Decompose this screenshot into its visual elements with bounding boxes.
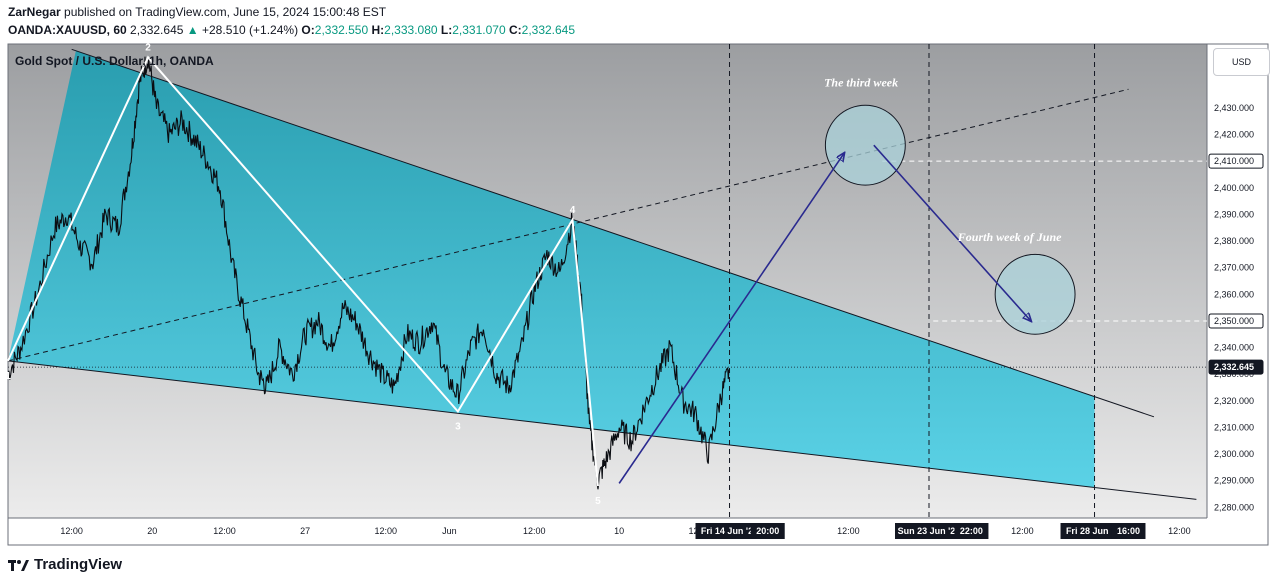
elliott-wave-line (7, 55, 599, 487)
y-tick-label: 2,340.000 (1214, 343, 1254, 353)
date-marker-box (1111, 523, 1146, 539)
y-tick-label: 2,360.000 (1214, 289, 1254, 299)
x-tick-label: 27 (300, 526, 310, 536)
publish-text: published on TradingView.com, June 15, 2… (64, 5, 387, 19)
currency-selector[interactable]: USD (1213, 48, 1270, 76)
wedge-upper-line (71, 48, 1155, 418)
x-tick-label: 12:00 (837, 526, 860, 536)
y-tick-label: 2,420.000 (1214, 130, 1254, 140)
price-label-box (1208, 313, 1264, 329)
price-label-box (1208, 359, 1264, 375)
y-tick-label: 2,400.000 (1214, 183, 1254, 193)
date-marker-box (695, 523, 764, 539)
price-axis-area (1207, 44, 1268, 518)
y-tick-label: 2,370.000 (1214, 263, 1254, 273)
wave-label-5: 5 (595, 496, 601, 507)
tradingview-logo-icon (8, 558, 30, 572)
wave-label-2: 2 (145, 42, 151, 53)
price-label-text: 2,332.645 (1214, 362, 1254, 372)
price-series (7, 56, 731, 490)
annotation-2: Fourth week of June (957, 230, 1062, 244)
high-label: H: (371, 23, 385, 37)
price-chart[interactable]: 1 2 3 4 5 The third week Fourth week of June Go… (0, 40, 1275, 546)
high-value: 2,333.080 (384, 23, 438, 37)
x-axis-marker-label: Fri 28 Jun '24 (1066, 526, 1123, 536)
x-tick-label: 20 (147, 526, 157, 536)
author-name: ZarNegar (8, 5, 61, 19)
y-tick-label: 2,430.000 (1214, 103, 1254, 113)
price-label-text: 2,410.000 (1214, 156, 1254, 166)
date-marker-box (954, 523, 989, 539)
open-label: O: (301, 23, 315, 37)
x-axis-marker-label: Fri 14 Jun '24 (701, 526, 758, 536)
tradingview-footer: TradingView (8, 556, 122, 573)
close-value: 2,332.645 (521, 23, 576, 37)
low-value: 2,331.070 (452, 23, 506, 37)
date-marker-box (750, 523, 785, 539)
y-tick-label: 2,390.000 (1214, 209, 1254, 219)
target-circle-1 (824, 104, 906, 186)
y-tick-label: 2,320.000 (1214, 396, 1254, 406)
low-label: L: (440, 23, 453, 37)
x-tick-label: 12:00 (60, 526, 83, 536)
x-axis-marker-label: Sun 23 Jun '24 (898, 526, 961, 536)
ohlc-line: OANDA:XAUUSD, 60 2,332.645 ▲ +28.510 (+1… (8, 23, 575, 37)
wedge-fill (8, 50, 1095, 488)
wedge-lower-line (7, 360, 1197, 500)
projection-arrow-2 (873, 144, 1031, 321)
last-price: 2,332.645 (130, 23, 184, 37)
date-marker-box (895, 523, 964, 539)
chart-title: Gold Spot / U.S. Dollar, 1h, OANDA (15, 54, 214, 68)
brand-name: TradingView (34, 556, 123, 573)
projection-arrow-1 (618, 153, 844, 484)
y-tick-label: 2,280.000 (1214, 502, 1254, 512)
y-tick-label: 2,290.000 (1214, 476, 1254, 486)
x-tick-label: 12:00 (1168, 526, 1191, 536)
y-tick-label: 2,310.000 (1214, 422, 1254, 432)
x-axis-marker-label: 20:00 (756, 526, 779, 536)
close-label: C: (508, 23, 522, 37)
x-tick-label: 12:00 (374, 526, 397, 536)
publish-info: ZarNegar published on TradingView.com, J… (8, 5, 386, 19)
price-label-text: 2,350.000 (1214, 316, 1254, 326)
price-label-box (1208, 153, 1264, 169)
wave-label-3: 3 (455, 421, 461, 432)
y-tick-label: 2,300.000 (1214, 449, 1254, 459)
wave-label-1: 1 (5, 371, 11, 382)
wave-label-4: 4 (570, 205, 576, 216)
x-tick-label: Jun (442, 526, 457, 536)
currency-label: USD (1231, 57, 1251, 67)
change-arrow: ▲ (186, 23, 199, 37)
x-tick-label: 12:00 (1011, 526, 1034, 536)
x-tick-label: 12:00 (213, 526, 236, 536)
target-circle-2 (994, 253, 1076, 335)
annotation-1: The third week (824, 76, 898, 90)
change-value: +28.510 (+1.24%) (202, 23, 299, 37)
chart-border (7, 43, 1269, 546)
x-axis-marker-label: 16:00 (1117, 526, 1140, 536)
x-axis-marker-label: 22:00 (960, 526, 983, 536)
x-tick-label: 10 (614, 526, 624, 536)
y-tick-label: 2,380.000 (1214, 236, 1254, 246)
open-value: 2,332.550 (314, 23, 369, 37)
x-tick-label: 12:00 (523, 526, 546, 536)
symbol-label: OANDA:XAUUSD, 60 (8, 23, 127, 37)
